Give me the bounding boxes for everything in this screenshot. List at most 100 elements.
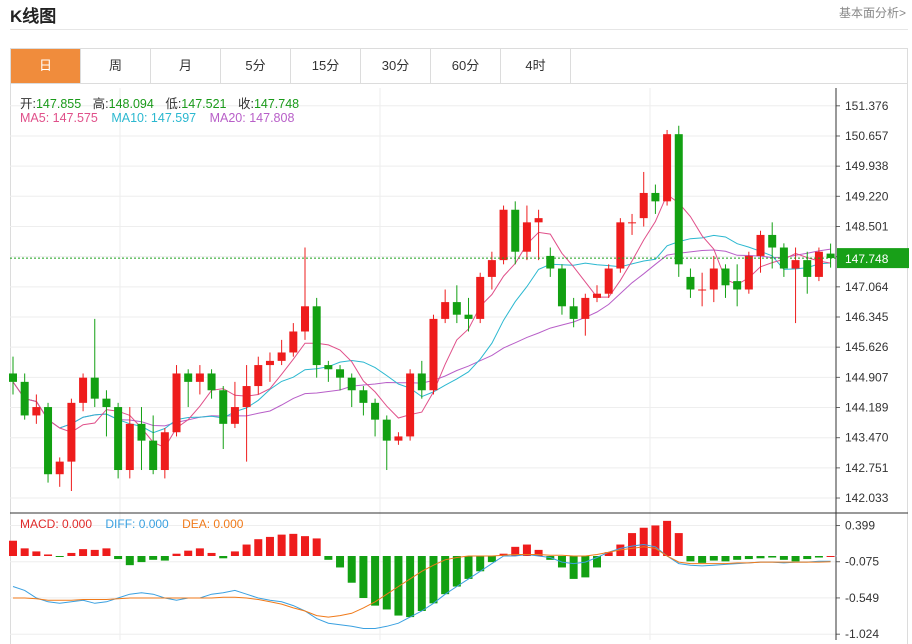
ma10-legend: MA10: 147.597 (111, 111, 197, 125)
macd-bar (90, 549, 99, 556)
current-price-label: 147.748 (845, 252, 889, 266)
candle-body (604, 268, 613, 294)
dea-line (13, 546, 831, 618)
macd-bar (324, 556, 333, 560)
candle-body (744, 255, 753, 290)
candle-body (55, 461, 64, 475)
macd-bar (663, 520, 672, 556)
ma20-line (12, 248, 831, 429)
macd-bar (826, 556, 835, 557)
candle-body (768, 234, 777, 248)
macd-bar (67, 552, 76, 556)
macd-bar (522, 544, 531, 556)
tab-5min[interactable]: 5分 (221, 49, 291, 83)
candle-body (9, 373, 17, 382)
macd-legend-diff: DIFF: 0.000 (105, 517, 169, 531)
tab-month[interactable]: 月 (151, 49, 221, 83)
candle-body (557, 268, 566, 307)
macd-bar (604, 552, 613, 556)
current-price-marker (837, 248, 909, 269)
candle-body (359, 390, 368, 403)
price-tick-label: 143.470 (845, 431, 889, 445)
price-tick-label: 142.033 (845, 491, 889, 505)
price-tick-label: 142.751 (845, 461, 889, 475)
candle-body (733, 281, 742, 290)
candle-body (90, 377, 99, 399)
macd-bar (709, 556, 718, 561)
candle-body (394, 436, 403, 441)
macd-bar (207, 552, 216, 556)
macd-bar (733, 556, 742, 560)
tab-15min[interactable]: 15分 (291, 49, 361, 83)
candle-body (534, 218, 543, 223)
macd-bar (429, 556, 438, 604)
macd-bar (487, 556, 496, 563)
candle-body (429, 318, 438, 391)
candle-body (686, 276, 695, 290)
candle-body (149, 440, 158, 471)
price-tick-label: 144.189 (845, 401, 889, 415)
macd-bar (242, 544, 251, 556)
macd-bar (721, 556, 730, 562)
macd-bar (79, 549, 88, 556)
ma10-line (12, 234, 831, 434)
candle-body (487, 260, 496, 277)
candle-body (546, 255, 555, 269)
high-label: 高: (92, 97, 109, 111)
tab-week[interactable]: 周 (81, 49, 151, 83)
macd-bar (336, 556, 345, 568)
high-value: 148.094 (108, 97, 154, 111)
divider (10, 29, 908, 30)
macd-bar (417, 556, 426, 611)
macd-bar (569, 556, 578, 579)
macd-bar (277, 534, 286, 556)
candle-body (102, 398, 111, 408)
candle-body (452, 302, 461, 315)
macd-bar (254, 539, 263, 556)
candle-body (277, 352, 286, 361)
macd-bar (9, 540, 17, 556)
tab-30min[interactable]: 30分 (361, 49, 431, 83)
chart-panel[interactable] (10, 84, 908, 644)
candle-body (336, 369, 345, 378)
candle-body (499, 209, 508, 261)
open-value: 147.855 (35, 97, 82, 111)
candle-body (476, 276, 485, 319)
period-tabs: 日 周 月 5分 15分 30分 60分 4时 (10, 48, 908, 84)
tab-day[interactable]: 日 (11, 49, 81, 83)
macd-bar (347, 556, 356, 583)
candle-body (803, 260, 812, 277)
candle-body (44, 407, 53, 475)
ma20-legend: MA20: 147.808 (209, 111, 295, 125)
candle-body (406, 373, 415, 437)
price-tick-label: 147.064 (845, 280, 889, 294)
candle-body (371, 402, 380, 420)
macd-bar (511, 546, 520, 556)
macd-bar (476, 556, 485, 572)
macd-bar (593, 556, 601, 568)
candle-body (511, 209, 520, 252)
macd-bar (359, 556, 368, 598)
fundamental-analysis-link[interactable]: 基本面分析> (838, 6, 906, 20)
candle-body (184, 373, 193, 382)
candle-body (628, 222, 637, 224)
macd-bar (394, 556, 403, 616)
low-label: 低: (165, 97, 182, 111)
macd-bar (184, 550, 193, 556)
tab-4hour[interactable]: 4时 (501, 49, 571, 83)
macd-bar (744, 556, 753, 560)
macd-bar (686, 556, 695, 562)
macd-legend: MACD: 0.000 DIFF: 0.000 DEA: 0.000 (20, 517, 243, 531)
ma5-legend: MA5: 147.575 (20, 111, 98, 125)
candle-body (289, 331, 298, 353)
macd-bar (32, 551, 41, 556)
macd-bar (160, 556, 169, 561)
candle-body (569, 306, 578, 319)
macd-bar (114, 556, 123, 560)
tab-60min[interactable]: 60分 (431, 49, 501, 83)
macd-bar (55, 556, 64, 557)
candle-body (663, 134, 672, 202)
macd-bar (149, 556, 158, 560)
macd-bar (312, 538, 321, 556)
